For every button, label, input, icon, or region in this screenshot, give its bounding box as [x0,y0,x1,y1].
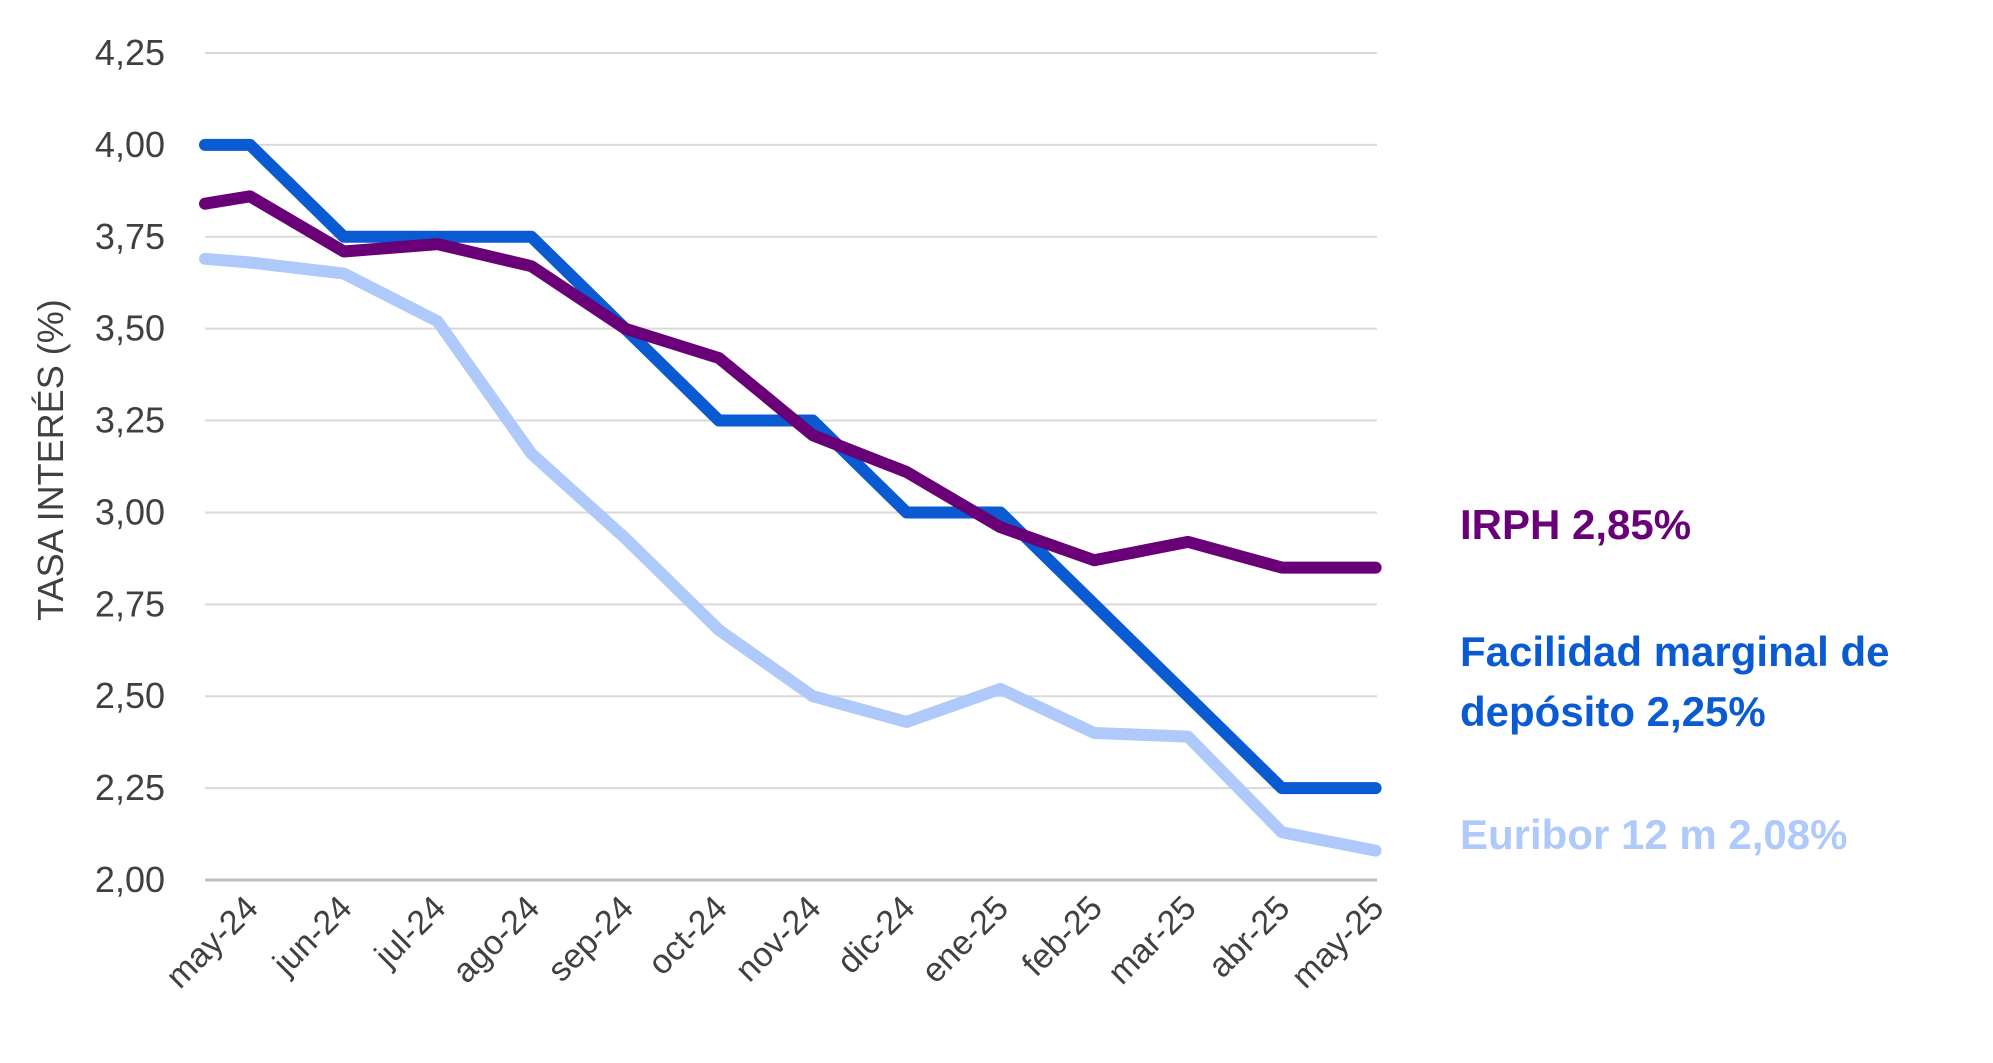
x-tick-label: may-25 [1284,889,1391,996]
y-tick-label: 3,25 [95,400,165,441]
x-tick-label: jul-24 [367,889,453,975]
x-tick-label: dic-24 [830,889,922,981]
legend-facilidad-line2: depósito 2,25% [1460,688,1766,735]
x-tick-label: nov-24 [728,889,828,989]
legend-facilidad: Facilidad marginal de depósito 2,25% [1460,622,1889,742]
x-tick-label: ene-25 [914,889,1016,991]
y-tick-label: 3,00 [95,491,165,532]
series-line-irph [199,190,1382,574]
y-tick-label: 2,25 [95,767,165,808]
legend-facilidad-line1: Facilidad marginal de [1460,628,1890,675]
legend-euribor: Euribor 12 m 2,08% [1460,805,1848,865]
y-tick-label: 2,50 [95,675,165,716]
x-tick-label: oct-24 [641,889,735,983]
x-tick-label: mar-25 [1101,889,1204,992]
x-tick-label: ago-24 [445,889,547,991]
y-axis-label: TASA INTERÉS (%) [30,299,71,620]
series-lines [199,138,1382,857]
legend-irph-text: IRPH 2,85% [1460,501,1692,548]
y-tick-label: 3,75 [95,216,165,257]
series-line-euribor-12-m [199,252,1382,857]
y-tick-label: 2,00 [95,859,165,900]
y-tick-label: 3,50 [95,308,165,349]
series-line-facilidad-marginal-de-dep-sito [199,138,1382,795]
x-tick-label: sep-24 [540,889,640,989]
x-tick-label: jun-24 [265,889,359,983]
x-tick-label: may-24 [159,889,266,996]
x-tick-label: abr-25 [1201,889,1297,985]
y-tick-label: 2,75 [95,583,165,624]
y-axis-ticks: 2,00 2,25 2,50 2,75 3,00 3,25 3,50 3,75 4,00 4,25 [95,32,165,900]
y-tick-label: 4,25 [95,32,165,73]
legend-irph: IRPH 2,85% [1460,495,1691,555]
x-tick-label: feb-25 [1015,889,1110,984]
y-tick-label: 4,00 [95,124,165,165]
legend-euribor-text: Euribor 12 m 2,08% [1460,811,1848,858]
